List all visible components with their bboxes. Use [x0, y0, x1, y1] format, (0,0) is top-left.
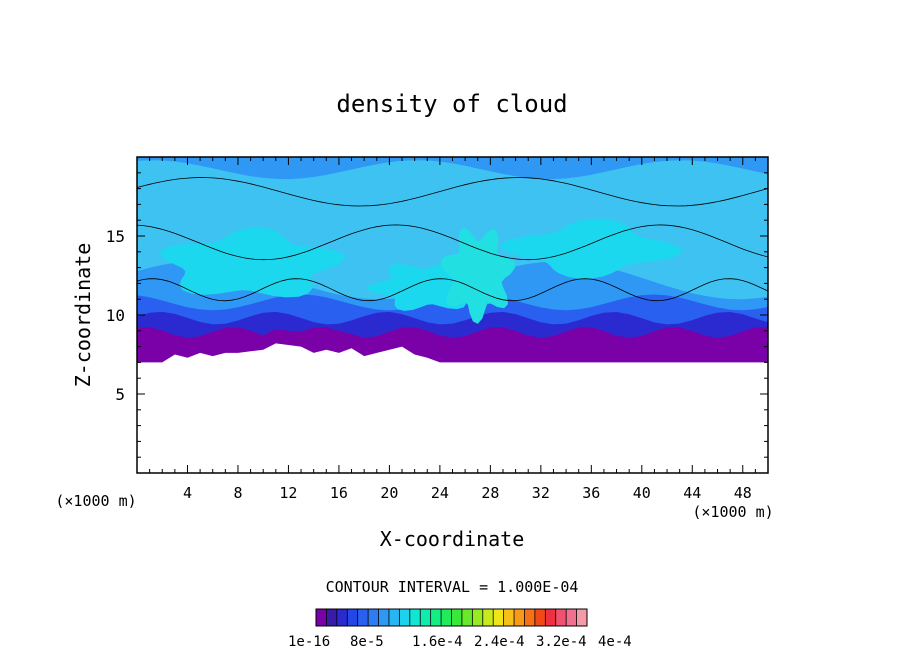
colorbar-swatch: [409, 609, 421, 626]
colorbar: [315, 608, 588, 627]
y-tick-label: 15: [106, 227, 125, 246]
contour-line-2: [137, 224, 768, 261]
colorbar-swatch: [503, 609, 515, 626]
x-tick-label: 44: [683, 484, 701, 502]
y-unit-label: (×1000 m): [55, 492, 136, 510]
y-tick-label: 5: [115, 385, 125, 404]
x-tick-label: 8: [233, 484, 242, 502]
colorbar-swatch: [534, 609, 546, 626]
colorbar-swatch: [482, 609, 494, 626]
x-tick-label: 28: [481, 484, 499, 502]
x-tick-label: 4: [183, 484, 192, 502]
colorbar-tick-label: 3.2e-4: [536, 634, 587, 650]
colorbar-swatch: [524, 609, 536, 626]
x-tick-label: 48: [734, 484, 752, 502]
colorbar-swatch: [555, 609, 567, 626]
colorbar-swatch: [316, 609, 327, 626]
colorbar-swatch: [347, 609, 358, 626]
colorbar-swatch: [326, 609, 338, 626]
x-tick-label: 40: [633, 484, 651, 502]
colorbar-swatch: [420, 609, 431, 626]
colorbar-swatch: [545, 609, 557, 626]
colorbar-swatch: [576, 609, 588, 626]
colorbar-swatch: [378, 609, 390, 626]
colorbar-swatch: [336, 609, 348, 626]
colorbar-frame: [315, 608, 588, 627]
colorbar-tick-label: 2.4e-4: [474, 634, 525, 650]
y-axis-label: Z-coordinate: [71, 243, 95, 388]
x-axis-label: X-coordinate: [380, 527, 525, 551]
x-tick-label: 24: [431, 484, 449, 502]
colorbar-swatch: [441, 609, 452, 626]
colorbar-swatch: [368, 609, 379, 626]
colorbar-swatch: [472, 609, 484, 626]
colorbar-swatch: [451, 609, 463, 626]
x-tick-label: 16: [330, 484, 348, 502]
colorbar-swatch: [399, 609, 411, 626]
x-tick-label: 20: [380, 484, 398, 502]
colorbar-tick-label: 4e-4: [598, 634, 632, 650]
colorbar-labels: 1e-16 8e-5 1.6e-4 2.4e-4 3.2e-4 4e-4: [288, 634, 632, 650]
x-axis: 4 8 12 16 20 24 28 32 36 40 44 48: [149, 157, 756, 502]
x-tick-label: 32: [532, 484, 550, 502]
x-tick-label: 12: [279, 484, 297, 502]
field-layer: [137, 157, 768, 363]
colorbar-swatch: [461, 609, 473, 626]
cyan-plume-4: [501, 218, 682, 279]
y-tick-label: 10: [106, 306, 125, 325]
colorbar-swatch: [430, 609, 442, 626]
colorbar-tick-label: 8e-5: [350, 634, 384, 650]
colorbar-swatch: [388, 609, 400, 626]
colorbar-swatch: [514, 609, 525, 626]
chart-title: density of cloud: [336, 90, 567, 118]
contour-line-3: [137, 278, 768, 302]
colorbar-swatch: [566, 609, 577, 626]
contour-interval-label: CONTOUR INTERVAL = 1.000E-04: [326, 578, 579, 596]
cyan-plume-1: [160, 227, 345, 298]
x-tick-label: 36: [582, 484, 600, 502]
colorbar-tick-label: 1.6e-4: [412, 634, 463, 650]
cyan-plume-3: [440, 227, 516, 324]
y-axis: 5 10 15: [106, 172, 768, 458]
contour-line-1: [137, 177, 768, 207]
colorbar-swatch: [493, 609, 504, 626]
colorbar-swatch: [357, 609, 369, 626]
x-unit-label: (×1000 m): [692, 503, 773, 521]
colorbar-tick-label: 1e-16: [288, 634, 330, 650]
